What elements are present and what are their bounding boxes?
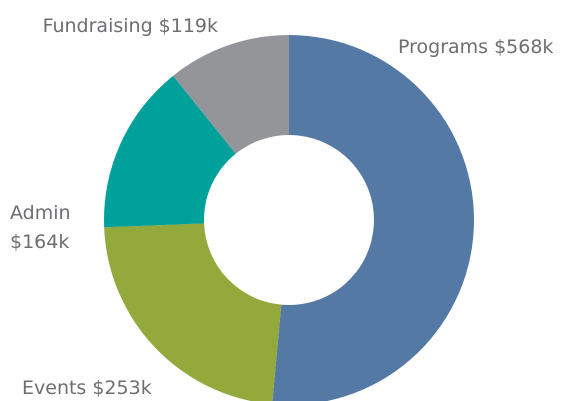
category-label: Programs <box>398 36 488 58</box>
slice <box>173 35 289 154</box>
slice <box>104 223 282 401</box>
slice-label: Admin $164k <box>10 202 71 253</box>
category-label: Events <box>22 377 86 399</box>
slice-label: Events $253k <box>22 377 152 399</box>
slice <box>272 35 474 401</box>
value-label: $253k <box>92 377 151 399</box>
slice <box>104 75 236 228</box>
value-label: $119k <box>159 15 218 37</box>
slices <box>104 35 474 401</box>
slice-label: Programs $568k <box>398 36 553 58</box>
slice-label: Fundraising $119k <box>43 15 218 37</box>
value-label: $568k <box>494 36 553 58</box>
category-label: Admin <box>10 202 71 224</box>
category-label: Fundraising <box>43 15 153 37</box>
value-label: $164k <box>10 231 69 253</box>
